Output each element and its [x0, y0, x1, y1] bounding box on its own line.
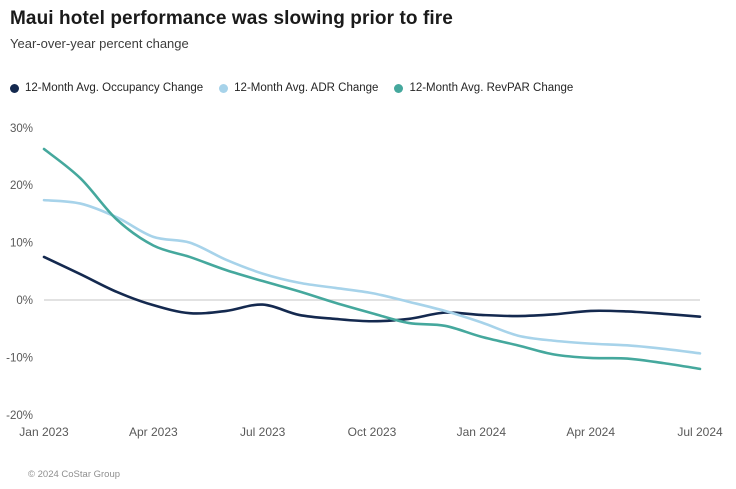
x-tick-label: Jan 2024: [457, 425, 507, 439]
legend-item-adr: 12-Month Avg. ADR Change: [219, 82, 378, 94]
x-tick-label: Apr 2024: [566, 425, 615, 439]
x-tick-label: Jan 2023: [19, 425, 69, 439]
x-tick-label: Oct 2023: [348, 425, 397, 439]
legend-item-occupancy: 12-Month Avg. Occupancy Change: [10, 82, 203, 94]
chart-subtitle: Year-over-year percent change: [10, 36, 189, 51]
chart-title: Maui hotel performance was slowing prior…: [10, 8, 453, 29]
legend-item-revpar: 12-Month Avg. RevPAR Change: [394, 82, 573, 94]
y-tick-label: 30%: [10, 123, 33, 135]
legend-dot-occupancy-icon: [10, 83, 19, 93]
y-tick-label: 20%: [10, 180, 33, 192]
y-tick-label: 0%: [16, 295, 33, 307]
y-tick-label: -20%: [6, 410, 33, 422]
legend-label-occupancy: 12-Month Avg. Occupancy Change: [25, 82, 204, 94]
series-line-12-month-avg-adr-change: [42, 198, 702, 355]
x-tick-label: Jul 2024: [677, 425, 723, 439]
legend-dot-adr-icon: [219, 83, 229, 93]
copyright-footer: © 2024 CoStar Group: [28, 469, 121, 480]
y-tick-label: 10%: [10, 238, 33, 250]
series-line-12-month-avg-occupancy-change: [42, 255, 702, 323]
legend: 12-Month Avg. Occupancy Change 12-Month …: [10, 82, 573, 94]
x-tick-label: Jul 2023: [240, 425, 286, 439]
y-tick-label: -10%: [6, 352, 33, 364]
legend-dot-revpar-icon: [394, 83, 404, 93]
series-line-12-month-avg-revpar-change: [42, 147, 702, 371]
legend-label-revpar: 12-Month Avg. RevPAR Change: [409, 82, 574, 94]
x-tick-label: Apr 2023: [129, 425, 178, 439]
legend-label-adr: 12-Month Avg. ADR Change: [234, 82, 379, 94]
